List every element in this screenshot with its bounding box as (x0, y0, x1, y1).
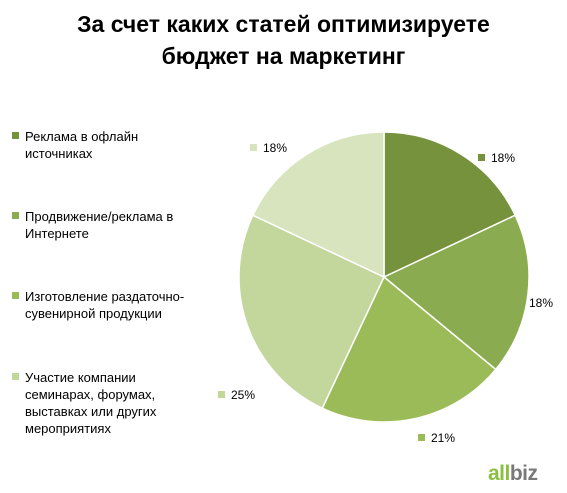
data-label-swatch (250, 144, 257, 151)
legend-label: Участие компании семинарах, форумах, выс… (25, 369, 210, 437)
legend-label-line: источниках (25, 146, 93, 161)
legend-label: Реклама в офлайн источниках (25, 128, 210, 162)
data-label-swatch (478, 154, 485, 161)
legend-label-line: выставках или других (25, 404, 157, 419)
legend-label: Изготовление раздаточно- сувенирной прод… (25, 288, 210, 322)
pie-slice (382, 214, 530, 371)
legend-label-line: сувенирной продукции (25, 306, 162, 321)
legend-label-line: Изготовление раздаточно- (25, 289, 185, 304)
data-label: 18% (263, 141, 287, 155)
legend-swatch (12, 132, 19, 139)
pie-data-labels: 18% 18% 21% 25% 18% (218, 141, 553, 445)
data-label-swatch (418, 434, 425, 441)
legend-label-line: Участие компании (25, 370, 136, 385)
data-label: 18% (529, 296, 553, 310)
data-label-swatch (218, 391, 225, 398)
legend-swatch (12, 212, 19, 219)
chart-title-line-2: бюджет на маркетинг (161, 43, 406, 69)
legend-label-line: Продвижение/реклама в (25, 209, 174, 224)
legend-label-line: Реклама в офлайн (25, 129, 139, 144)
data-label: 25% (231, 388, 255, 402)
legend-swatch (12, 373, 19, 380)
legend-label-line: семинарах, форумах, (25, 387, 156, 402)
pie-slice (321, 275, 497, 423)
pie-slice (251, 131, 385, 279)
chart-title-line-1: За счет каких статей оптимизируете (77, 11, 490, 37)
data-label-swatch (516, 299, 523, 306)
pie-slice (383, 131, 517, 279)
logo-part-2: biz (509, 462, 538, 485)
legend-label: Продвижение/реклама в Интернете (25, 208, 210, 242)
legend-label-line: Интернете (25, 226, 89, 241)
pie-slice (238, 214, 385, 410)
allbiz-logo: allbiz (488, 462, 538, 486)
chart-title: За счет каких статей оптимизируете бюдже… (0, 8, 567, 72)
data-label: 18% (491, 151, 515, 165)
logo-part-1: all (488, 462, 510, 485)
legend-label-line: мероприятиях (25, 421, 111, 436)
legend-swatch (12, 292, 19, 299)
pie-slices (238, 131, 530, 423)
data-label: 21% (431, 431, 455, 445)
